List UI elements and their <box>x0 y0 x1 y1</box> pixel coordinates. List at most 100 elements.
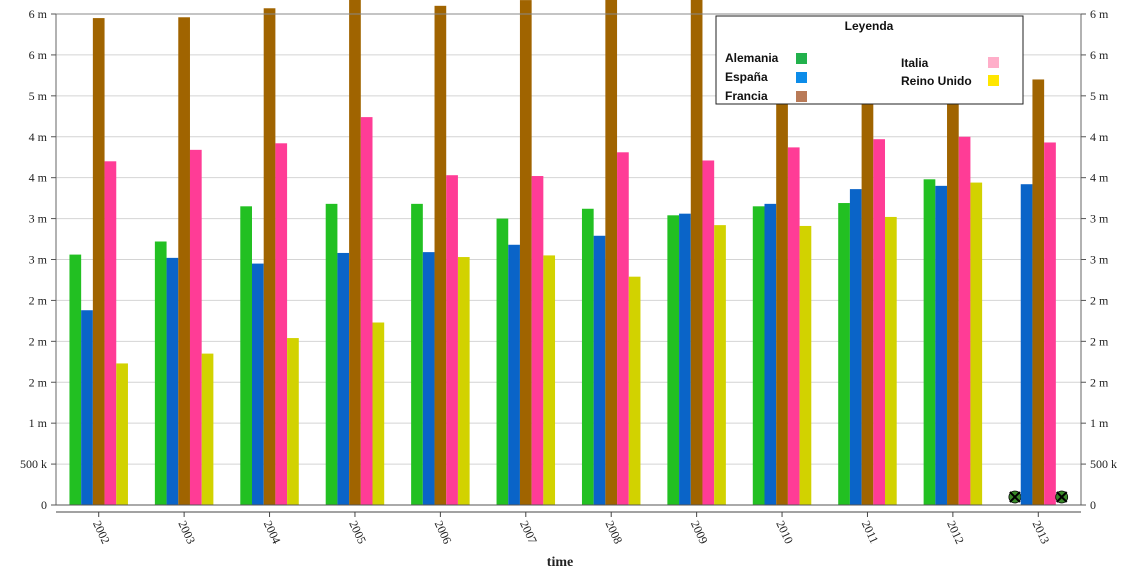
legend-item-label: Alemania <box>725 51 779 65</box>
bar <box>325 203 338 505</box>
bar <box>251 263 264 505</box>
bar <box>885 216 897 506</box>
bar <box>189 149 202 506</box>
bar <box>799 225 812 505</box>
bar <box>275 143 288 505</box>
bar <box>935 185 948 505</box>
y-tick-label-left: 3 m <box>29 212 48 226</box>
x-tick-label: 2002 <box>90 518 113 546</box>
y-axis-left-ticks: 0 500 k 1 m 2 m 2 m 2 m 3 m 3 m 4 m 4 m 5 m 6 m 6 m <box>20 7 56 512</box>
x-tick-label: 2011 <box>859 518 882 545</box>
bar <box>422 252 435 505</box>
bar <box>287 338 299 505</box>
y-tick-label-right: 500 k <box>1090 457 1117 471</box>
bar <box>434 5 447 505</box>
y-tick-label-right: 0 <box>1090 498 1096 512</box>
x-tick-label: 2013 <box>1030 518 1053 546</box>
y-tick-label-left: 2 m <box>29 375 48 389</box>
bar <box>764 203 777 505</box>
bar <box>873 139 886 505</box>
legend-item-label: Italia <box>901 56 929 70</box>
bar <box>714 225 726 505</box>
bar <box>411 203 423 505</box>
bar <box>201 353 214 505</box>
bar <box>787 147 800 505</box>
y-axis-right-ticks: 0 500 k 1 m 2 m 2 m 2 m 3 m 3 m 4 m 4 m 5 m 6 m 6 m <box>1081 7 1117 512</box>
bar <box>861 79 874 505</box>
bar <box>667 215 680 505</box>
bar <box>496 218 509 506</box>
y-tick-label-left: 2 m <box>29 293 48 307</box>
legend-item-label: España <box>725 70 768 84</box>
x-tick-label: 2009 <box>688 518 711 546</box>
legend-swatch <box>796 91 807 102</box>
bar <box>519 0 532 505</box>
bar <box>776 79 788 505</box>
y-tick-label-right: 2 m <box>1090 293 1109 307</box>
bar <box>178 17 190 505</box>
bar <box>1044 142 1056 505</box>
bar <box>154 241 167 505</box>
legend: Leyenda Alemania España Francia Italia Reino… <box>715 15 1024 105</box>
y-tick-label-left: 0 <box>41 498 47 512</box>
x-tick-label: 2005 <box>346 518 369 546</box>
bar <box>605 0 618 506</box>
bar <box>337 252 350 505</box>
x-axis-label: time <box>547 555 573 570</box>
bar <box>240 206 252 505</box>
bar <box>617 152 629 505</box>
x-tick-label: 2003 <box>175 518 198 546</box>
bar <box>1032 79 1045 505</box>
bar <box>593 235 606 506</box>
y-tick-label-right: 5 m <box>1090 89 1109 103</box>
y-tick-label-left: 1 m <box>29 416 48 430</box>
legend-swatch <box>796 53 807 64</box>
bar <box>263 8 276 505</box>
bar <box>457 257 470 505</box>
missing-value-marker <box>1008 490 1022 504</box>
y-tick-label-right: 4 m <box>1090 130 1109 144</box>
legend-item-label: Reino Unido <box>901 74 972 88</box>
y-tick-label-left: 4 m <box>29 171 48 185</box>
y-tick-label-right: 2 m <box>1090 334 1109 348</box>
y-tick-label-left: 6 m <box>29 48 48 62</box>
x-tick-label: 2008 <box>602 518 625 546</box>
y-tick-label-right: 3 m <box>1090 253 1109 267</box>
x-tick-label: 2007 <box>517 518 540 546</box>
bar <box>628 276 641 505</box>
bar <box>349 0 361 505</box>
bar <box>81 310 93 505</box>
bar <box>679 213 691 505</box>
y-tick-label-left: 3 m <box>29 253 48 267</box>
legend-swatch <box>988 75 999 86</box>
x-axis-ticks: 2002 2003 2004 2005 2006 2007 2008 2009 2010 2011… <box>90 512 1052 546</box>
bar <box>752 206 765 505</box>
bar <box>947 79 959 505</box>
bar <box>1020 184 1033 506</box>
x-tick-label: 2006 <box>432 518 455 546</box>
bar <box>372 322 385 505</box>
legend-swatch <box>796 72 807 83</box>
x-tick-label: 2004 <box>261 518 284 546</box>
bar <box>970 182 983 505</box>
bar <box>702 160 715 505</box>
x-tick-label: 2012 <box>944 518 967 546</box>
y-tick-label-right: 4 m <box>1090 171 1109 185</box>
bar <box>508 244 520 505</box>
y-tick-label-left: 2 m <box>29 334 48 348</box>
bar <box>92 18 105 505</box>
bar <box>543 255 556 505</box>
legend-box <box>715 15 1024 105</box>
missing-value-marker <box>1055 490 1069 504</box>
bars-group <box>69 0 1069 506</box>
y-tick-label-right: 3 m <box>1090 212 1109 226</box>
y-tick-label-right: 2 m <box>1090 375 1109 389</box>
y-tick-label-right: 6 m <box>1090 7 1109 21</box>
bar <box>531 176 544 505</box>
bar <box>958 136 971 505</box>
y-tick-label-left: 5 m <box>29 89 48 103</box>
bar <box>690 0 703 506</box>
bar <box>849 189 862 505</box>
bar <box>923 179 936 505</box>
